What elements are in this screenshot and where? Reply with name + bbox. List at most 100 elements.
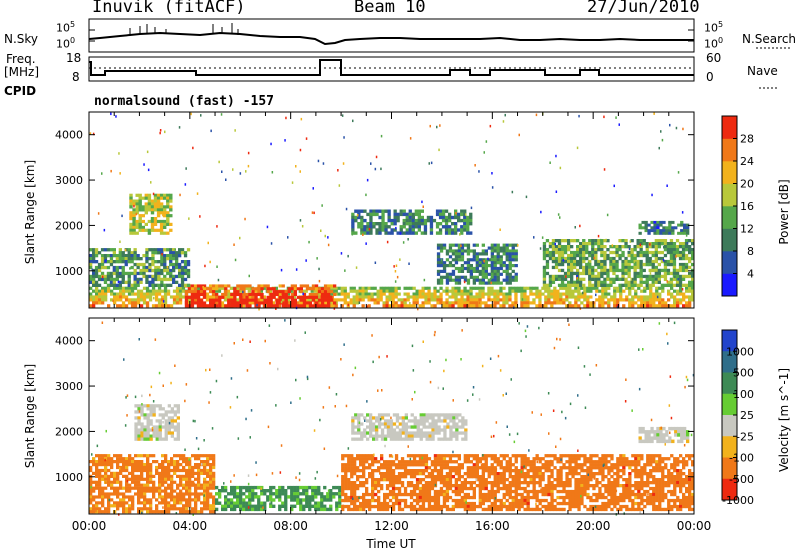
power-cell	[89, 286, 93, 290]
velocity-cell	[167, 431, 171, 435]
power-cell	[538, 292, 542, 296]
power-cell	[360, 215, 364, 220]
velocity-cell	[158, 404, 162, 408]
power-cell	[454, 258, 459, 262]
velocity-cell	[403, 489, 408, 494]
power-cell	[184, 295, 189, 299]
velocity-cell	[176, 416, 180, 420]
power-cell	[302, 292, 307, 296]
power-cell	[290, 301, 294, 305]
power-cell	[654, 259, 658, 264]
power-cell	[681, 262, 686, 267]
velocity-cell	[347, 495, 351, 500]
velocity-cell	[137, 495, 141, 499]
velocity-cell	[392, 422, 397, 426]
power-cell	[106, 283, 111, 287]
power-cell	[92, 271, 96, 276]
velocity-cell	[95, 468, 99, 473]
power-cell	[651, 280, 655, 284]
power-cell	[567, 248, 571, 252]
velocity-cell	[203, 465, 207, 470]
velocity-cell	[344, 504, 348, 509]
power-cell	[523, 298, 527, 302]
power-cell	[172, 274, 176, 279]
power-cell	[429, 228, 434, 232]
velocity-cell	[191, 498, 195, 502]
power-cell	[570, 268, 574, 273]
velocity-cell	[209, 457, 213, 461]
power-cell	[159, 228, 164, 232]
power-cell	[618, 248, 622, 252]
velocity-cell	[170, 407, 174, 411]
velocity-cell	[116, 507, 120, 511]
power-cell	[544, 298, 548, 302]
power-cell	[514, 255, 518, 259]
velocity-cell	[233, 492, 237, 496]
power-cell	[487, 292, 491, 296]
velocity-cell	[134, 474, 138, 478]
velocity-cell	[434, 425, 438, 429]
power-cell	[451, 292, 455, 296]
velocity-cell	[104, 460, 108, 464]
power-cell	[670, 286, 674, 290]
power-cell	[639, 280, 643, 284]
power-cell	[163, 292, 168, 296]
velocity-cell	[311, 495, 315, 499]
power-cell	[94, 254, 99, 258]
power-cell	[436, 264, 441, 268]
velocity-cell	[351, 422, 355, 426]
velocity-cell	[365, 481, 369, 485]
power-cell	[408, 209, 412, 213]
velocity-cell	[418, 469, 423, 473]
power-cell	[376, 301, 380, 305]
power-speckle	[280, 268, 283, 272]
velocity-cell	[440, 419, 444, 423]
power-cell	[616, 298, 620, 302]
power-cell	[547, 298, 551, 302]
power-cell	[541, 286, 545, 290]
velocity-cell	[374, 498, 378, 503]
velocity-cell	[383, 472, 387, 476]
power-cell	[616, 286, 620, 290]
velocity-cell	[421, 486, 426, 491]
power-cell	[478, 258, 482, 262]
power-cell	[138, 199, 142, 203]
velocity-cell	[419, 431, 423, 435]
velocity-cell	[460, 495, 464, 500]
power-cell	[172, 251, 176, 255]
power-cell	[142, 274, 146, 279]
velocity-cell	[415, 495, 420, 500]
velocity-cell	[152, 460, 156, 464]
velocity-cell	[421, 501, 426, 506]
velocity-cell	[416, 431, 420, 435]
power-cell	[553, 295, 557, 299]
power-cell	[381, 228, 385, 232]
power-cell	[159, 211, 164, 215]
power-cell	[89, 277, 93, 282]
power-cell	[684, 268, 689, 273]
power-cell	[103, 257, 108, 261]
power-cell	[551, 265, 556, 270]
power-cell	[160, 257, 164, 261]
velocity-cell	[146, 471, 150, 475]
power-cell	[268, 289, 272, 293]
power-cell	[649, 286, 653, 290]
power-cell	[582, 248, 586, 252]
power-cell	[625, 295, 629, 299]
power-cell	[680, 220, 684, 224]
power-cell	[138, 205, 142, 209]
power-speckle	[628, 247, 631, 251]
velocity-cell	[107, 501, 111, 505]
power-cell	[478, 292, 482, 296]
power-cell	[230, 304, 234, 308]
power-cell	[334, 304, 338, 308]
velocity-cell	[388, 489, 393, 494]
power-cell	[163, 260, 167, 264]
velocity-cell	[389, 422, 394, 426]
power-cell	[236, 292, 240, 296]
velocity-cell	[410, 431, 414, 435]
velocity-cell	[161, 460, 165, 464]
freq-label-1: Freq.	[6, 52, 36, 66]
power-cell	[570, 245, 574, 249]
power-cell	[612, 250, 616, 255]
